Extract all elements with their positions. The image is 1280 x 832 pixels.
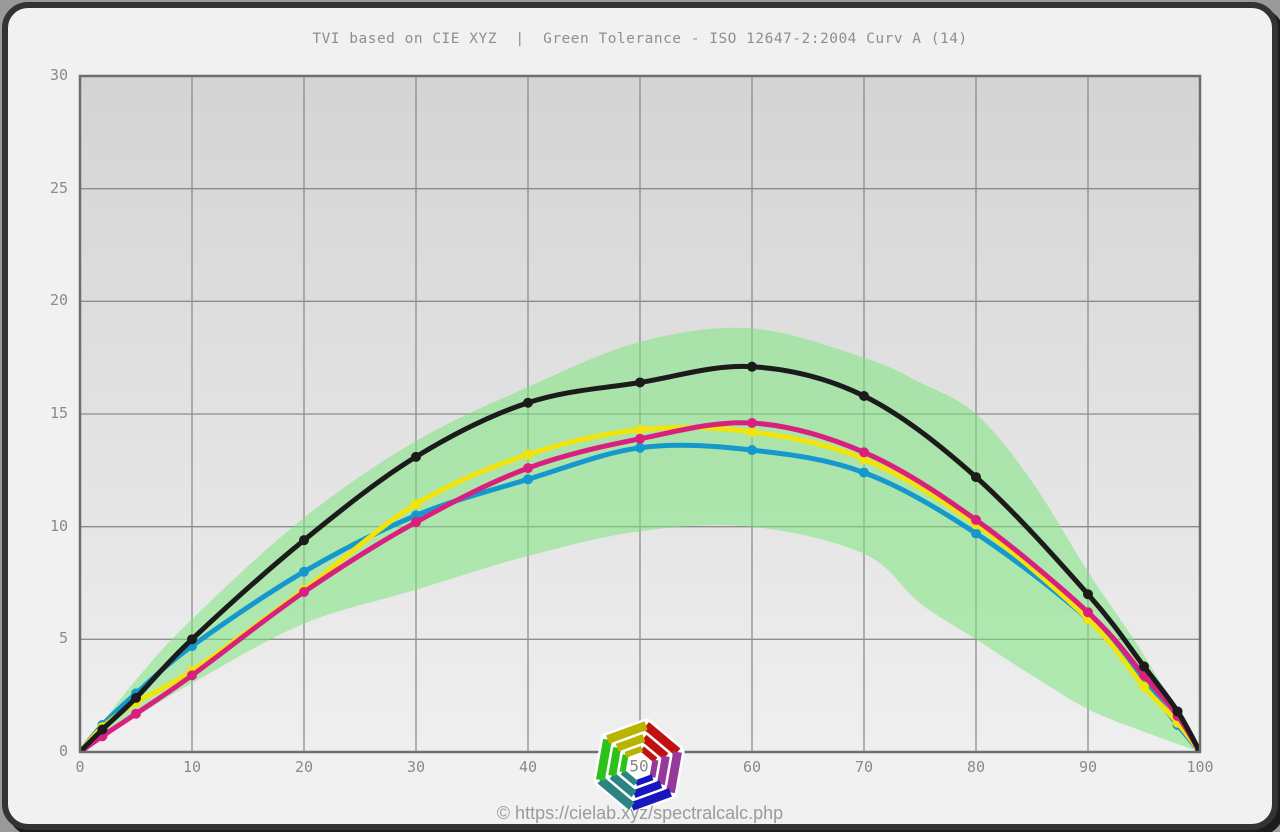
data-point-black: [187, 634, 197, 645]
data-point-magenta: [187, 670, 197, 681]
y-tick-label-20: 20: [49, 291, 68, 310]
data-point-black: [523, 397, 533, 408]
data-point-black: [1139, 661, 1149, 672]
x-tick-label-100: 100: [1186, 758, 1214, 776]
x-tick-label-30: 30: [406, 758, 426, 776]
logo-ring-segment: [630, 788, 672, 811]
logo-ring-segment: [609, 772, 637, 798]
logo-ring-segment: [649, 759, 659, 778]
y-tick-label-0: 0: [58, 742, 68, 760]
data-point-black: [131, 692, 141, 703]
x-tick-label-80: 80: [966, 758, 986, 776]
data-point-black: [1083, 589, 1093, 600]
data-point-cyan: [635, 442, 645, 453]
logo-ring-segment: [656, 755, 670, 786]
data-point-black: [411, 451, 421, 462]
logo-ring-segment: [665, 751, 682, 794]
logo-ring-segment: [632, 780, 663, 798]
y-tick-label-10: 10: [49, 516, 68, 535]
data-point-yellow: [635, 424, 645, 435]
data-point-cyan: [971, 528, 981, 539]
data-point-magenta: [131, 708, 141, 719]
y-tick-label-25: 25: [49, 178, 68, 197]
data-point-magenta: [747, 418, 757, 429]
footer-credit-url: © https://cielab.xyz/spectralcalc.php: [496, 803, 784, 823]
data-point-cyan: [523, 474, 533, 485]
x-tick-label-20: 20: [294, 758, 314, 776]
data-point-black: [747, 361, 757, 372]
logo-ring-segment: [615, 734, 646, 752]
data-point-yellow: [747, 427, 757, 438]
data-point-black: [299, 535, 309, 546]
logo-ring-segment: [606, 721, 648, 744]
data-point-yellow: [1139, 681, 1149, 692]
chart-title: TVI based on CIE XYZ | Green Tolerance -…: [312, 31, 968, 47]
logo-ring-segment: [634, 774, 654, 787]
data-point-magenta: [523, 463, 533, 474]
data-point-black: [635, 377, 645, 388]
cielab-hexagon-logo: 50: [593, 718, 685, 814]
data-point-black: [971, 472, 981, 483]
logo-ring-segment: [608, 746, 622, 777]
data-point-magenta: [1083, 607, 1093, 618]
y-tick-label-30: 30: [49, 66, 68, 84]
logo-ring-segment: [597, 776, 635, 810]
x-tick-label-90: 90: [1078, 758, 1098, 776]
x-tick-label-70: 70: [854, 758, 874, 776]
logo-ring-segment: [596, 738, 613, 781]
data-point-yellow: [523, 449, 533, 460]
x-tick-label-0: 0: [75, 758, 85, 776]
data-point-cyan: [299, 566, 309, 577]
logo-ring-segment: [619, 754, 629, 773]
data-point-cyan: [859, 467, 869, 478]
data-point-black: [1172, 706, 1183, 717]
logo-ring-segment: [640, 746, 658, 763]
logo-ring-segment: [624, 745, 644, 758]
data-point-yellow: [411, 499, 421, 510]
logo-ring-segment: [641, 734, 669, 760]
y-tick-label-15: 15: [49, 404, 68, 422]
x-tick-label-40: 40: [518, 758, 538, 776]
x-tick-label-10: 10: [182, 758, 202, 776]
data-point-magenta: [635, 433, 645, 444]
y-tick-label-5: 5: [58, 629, 68, 648]
data-point-magenta: [411, 517, 421, 528]
x-tick-label-60: 60: [742, 758, 762, 776]
data-point-black: [97, 724, 108, 735]
data-point-magenta: [859, 447, 869, 458]
logo-ring-segment: [643, 722, 681, 756]
logo-center-label: 50: [629, 757, 648, 776]
data-point-cyan: [747, 445, 757, 456]
data-point-magenta: [971, 514, 981, 525]
data-point-magenta: [299, 587, 309, 598]
logo-ring-segment: [620, 769, 638, 786]
data-point-black: [859, 390, 869, 401]
